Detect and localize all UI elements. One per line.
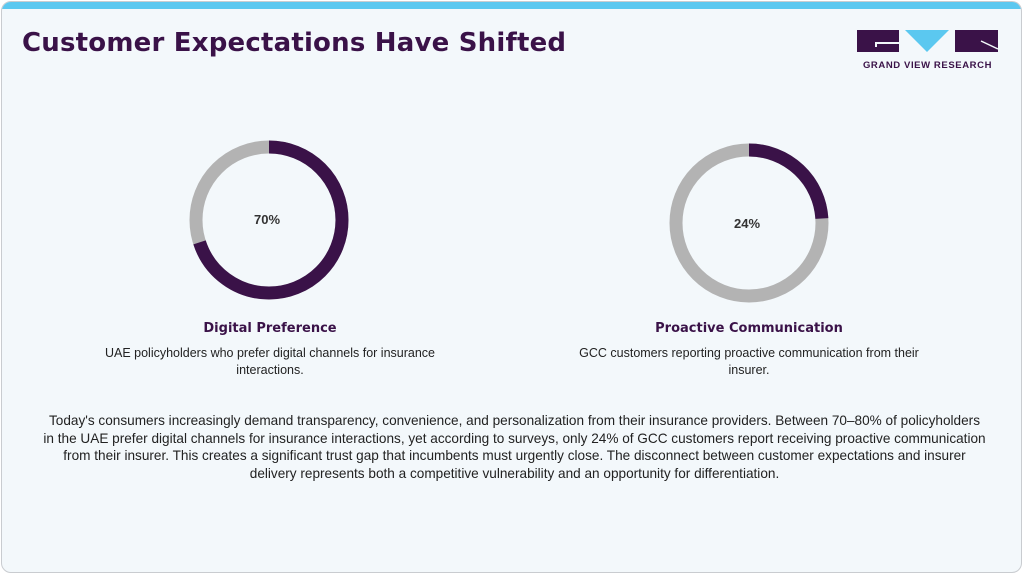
grand-view-research-logo: GRAND VIEW RESEARCH (855, 29, 1000, 73)
body-paragraph: Today's consumers increasingly demand tr… (43, 413, 986, 481)
page-title: Customer Expectations Have Shifted (22, 28, 567, 58)
stat-description: UAE policyholders who prefer digital cha… (104, 346, 436, 377)
donut-value-arc (669, 143, 829, 303)
stat-title: Digital Preference (203, 321, 337, 336)
donut-value-arc (189, 140, 349, 300)
donut-chart-proactive-communication (669, 143, 829, 303)
donut-value-label: 70% (254, 212, 281, 227)
top-accent-bar (2, 2, 1021, 9)
logo-mark-icon (857, 30, 999, 52)
stat-description: GCC customers reporting proactive commun… (579, 346, 919, 377)
logo-text: GRAND VIEW RESEARCH (862, 60, 993, 71)
stat-title: Proactive Communication (655, 321, 843, 336)
donut-chart-digital-preference (189, 140, 349, 300)
donut-value-label: 24% (734, 216, 761, 231)
